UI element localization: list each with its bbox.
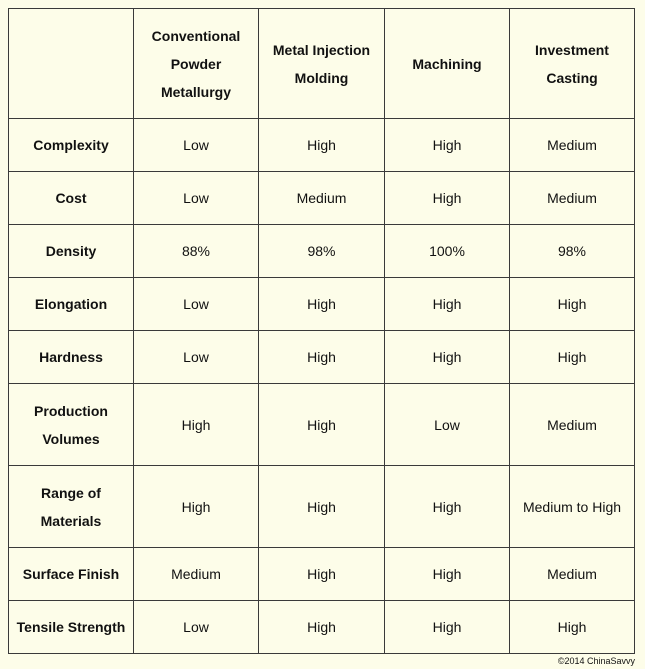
row-header-complexity: Complexity <box>8 118 134 172</box>
table-row-surface-finish: Surface Finish Medium High High Medium <box>8 547 635 601</box>
column-header-conventional-powder-metallurgy: Conventional Powder Metallurgy <box>133 8 259 119</box>
table-cell: Medium <box>509 118 635 172</box>
header-row: Conventional Powder Metallurgy Metal Inj… <box>8 8 635 119</box>
table-cell: 98% <box>258 224 385 278</box>
table-cell: Low <box>133 330 259 384</box>
table-cell: Low <box>384 383 510 466</box>
table-cell: Low <box>133 277 259 331</box>
table-cell: High <box>384 330 510 384</box>
table-cell: 100% <box>384 224 510 278</box>
column-header-metal-injection-molding: Metal Injection Molding <box>258 8 385 119</box>
table-row-range-of-materials: Range of Materials High High High Medium… <box>8 465 635 548</box>
table-cell: High <box>509 277 635 331</box>
row-header-density: Density <box>8 224 134 278</box>
row-header-production-volumes: Production Volumes <box>8 383 134 466</box>
table-cell: Medium <box>509 171 635 225</box>
table-cell: High <box>258 330 385 384</box>
table-cell: High <box>384 118 510 172</box>
table-row-tensile-strength: Tensile Strength Low High High High <box>8 600 635 654</box>
row-header-range-of-materials: Range of Materials <box>8 465 134 548</box>
table-row-hardness: Hardness Low High High High <box>8 330 635 384</box>
table-row-elongation: Elongation Low High High High <box>8 277 635 331</box>
column-header-machining: Machining <box>384 8 510 119</box>
table-cell: High <box>509 330 635 384</box>
table-cell: High <box>509 600 635 654</box>
table-cell: High <box>384 547 510 601</box>
column-header-investment-casting: Investment Casting <box>509 8 635 119</box>
comparison-table: Conventional Powder Metallurgy Metal Inj… <box>8 8 635 654</box>
table-cell: High <box>384 277 510 331</box>
table-cell: High <box>133 383 259 466</box>
table-cell: High <box>258 465 385 548</box>
row-header-hardness: Hardness <box>8 330 134 384</box>
table-cell: High <box>258 600 385 654</box>
copyright-notice: ©2014 ChinaSavvy <box>557 656 635 666</box>
row-header-surface-finish: Surface Finish <box>8 547 134 601</box>
row-header-elongation: Elongation <box>8 277 134 331</box>
table-cell: High <box>384 171 510 225</box>
table-row-production-volumes: Production Volumes High High Low Medium <box>8 383 635 466</box>
table-row-density: Density 88% 98% 100% 98% <box>8 224 635 278</box>
table-cell: Low <box>133 171 259 225</box>
table-cell: Medium <box>509 383 635 466</box>
table-row-complexity: Complexity Low High High Medium <box>8 118 635 172</box>
table-cell: High <box>258 118 385 172</box>
table-cell: High <box>258 383 385 466</box>
table-cell: High <box>258 547 385 601</box>
header-corner-cell <box>8 8 134 119</box>
table-cell: 98% <box>509 224 635 278</box>
table-cell: High <box>384 465 510 548</box>
table-cell: Medium <box>133 547 259 601</box>
table-cell: Low <box>133 600 259 654</box>
table-cell: High <box>133 465 259 548</box>
table-cell: 88% <box>133 224 259 278</box>
table-cell: Low <box>133 118 259 172</box>
table-cell: Medium <box>509 547 635 601</box>
table-cell: Medium to High <box>509 465 635 548</box>
table-cell: High <box>384 600 510 654</box>
table-cell: Medium <box>258 171 385 225</box>
table-cell: High <box>258 277 385 331</box>
row-header-tensile-strength: Tensile Strength <box>8 600 134 654</box>
table-row-cost: Cost Low Medium High Medium <box>8 171 635 225</box>
row-header-cost: Cost <box>8 171 134 225</box>
